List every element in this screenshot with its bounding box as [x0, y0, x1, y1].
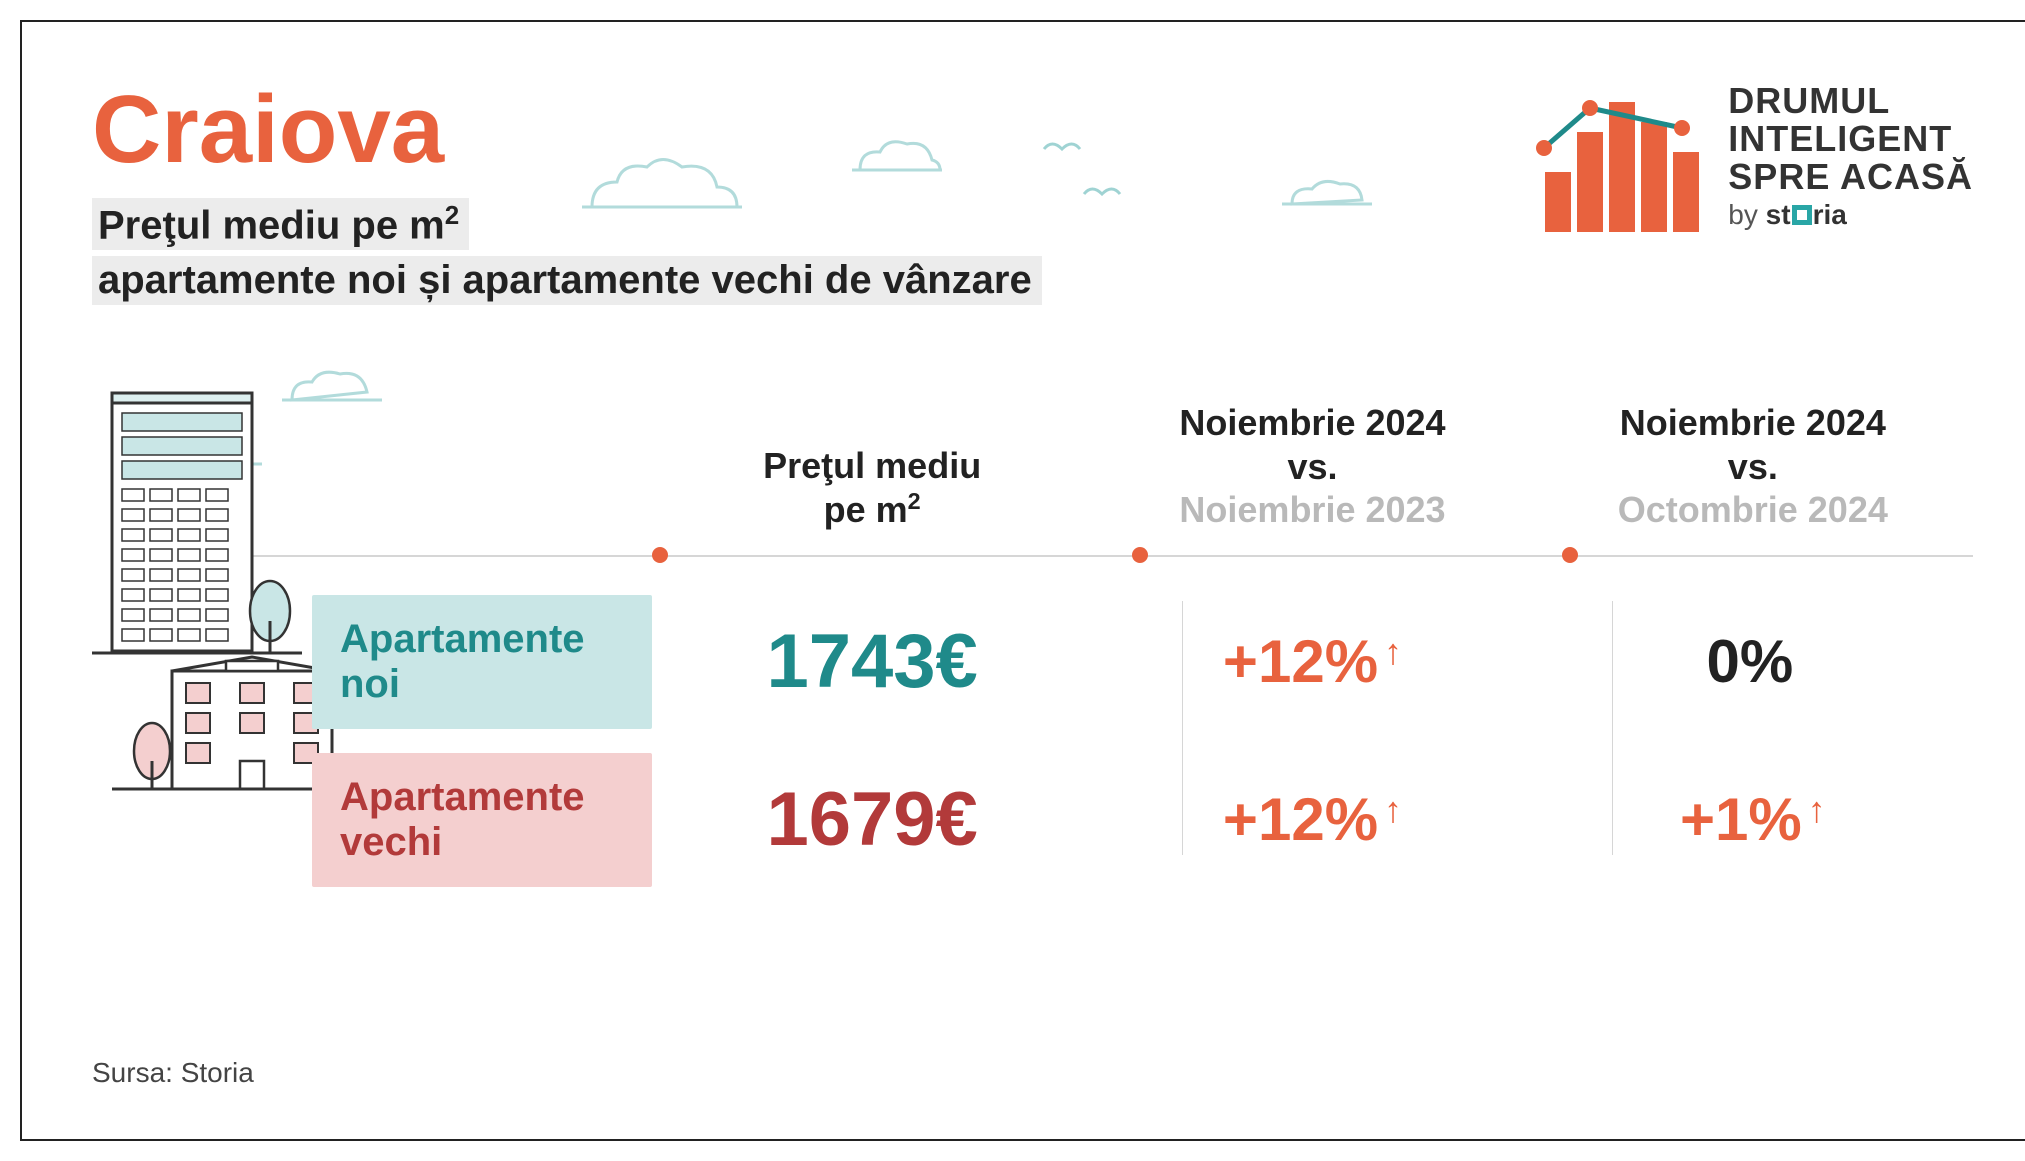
cell-yoy-old: +12%↑ [1092, 785, 1532, 854]
infographic-frame: Craiova Preţul mediu pe m2 apartamente n… [20, 20, 2025, 1141]
header-rule [172, 555, 1973, 557]
city-title: Craiova [92, 82, 1530, 178]
subtitle: Preţul mediu pe m2 apartamente noi și ap… [92, 198, 1530, 311]
logo-line-3: SPRE ACASĂ [1728, 158, 1973, 196]
header: Craiova Preţul mediu pe m2 apartamente n… [92, 82, 1973, 311]
row-label-wrap: Apartamente vechi [92, 753, 652, 887]
rule-dot [1132, 547, 1148, 563]
cell-yoy-new: +12%↑ [1092, 627, 1532, 696]
cell-price-old: 1679€ [652, 776, 1092, 863]
cell-mom-old: +1%↑ [1533, 785, 1973, 854]
subtitle-line-2: apartamente noi și apartamente vechi de … [92, 256, 1042, 305]
col-mom-bot: Octombrie 2024 [1618, 489, 1888, 530]
rule-dot [652, 547, 668, 563]
logo-by-prefix: by [1728, 199, 1765, 230]
logo-text: DRUMUL INTELIGENT SPRE ACASĂ by stria [1728, 82, 1973, 231]
table-rows: Apartamente noi 1743€ +12%↑ 0% Apartamen… [92, 597, 1973, 885]
yoy-new-value: +12% [1223, 628, 1378, 695]
column-divider [1612, 601, 1613, 855]
column-divider [1182, 601, 1183, 855]
col-yoy-top: Noiembrie 2024 [1179, 402, 1445, 443]
brand-pre: st [1766, 199, 1791, 230]
col-mom-mid: vs. [1728, 446, 1778, 487]
brand-name: stria [1766, 199, 1847, 230]
column-header-price: Preţul mediupe m2 [652, 444, 1092, 531]
cloud-icon [582, 152, 742, 222]
bird-icon [1042, 137, 1082, 157]
source-attribution: Sursa: Storia [92, 1057, 254, 1089]
arrow-up-icon: ↑ [1384, 631, 1402, 672]
subtitle-line-1: Preţul mediu pe m2 [92, 198, 469, 250]
mom-old-value: +1% [1680, 786, 1802, 853]
logo-line-1: DRUMUL [1728, 82, 1973, 120]
logo-chart-icon [1530, 82, 1710, 242]
logo-block: DRUMUL INTELIGENT SPRE ACASĂ by stria [1530, 82, 1973, 242]
col-yoy-bot: Noiembrie 2023 [1179, 489, 1445, 530]
logo-byline: by stria [1728, 199, 1973, 231]
arrow-up-icon: ↑ [1384, 789, 1402, 830]
column-header-yoy: Noiembrie 2024 vs. Noiembrie 2023 [1092, 401, 1532, 531]
arrow-up-icon: ↑ [1808, 789, 1826, 830]
rule-dot [1562, 547, 1578, 563]
cloud-icon [1282, 172, 1372, 212]
mom-new-value: 0% [1706, 628, 1793, 695]
cell-mom-new: 0% [1533, 627, 1973, 696]
table-row-old: Apartamente vechi 1679€ +12%↑ +1%↑ [92, 755, 1973, 885]
row-label-new: Apartamente noi [312, 595, 652, 729]
logo-line-2: INTELIGENT [1728, 120, 1973, 158]
table-row-new: Apartamente noi 1743€ +12%↑ 0% [92, 597, 1973, 727]
col-yoy-mid: vs. [1287, 446, 1337, 487]
cloud-icon [852, 132, 942, 177]
brand-post: ria [1813, 199, 1847, 230]
col-mom-top: Noiembrie 2024 [1620, 402, 1886, 443]
yoy-old-value: +12% [1223, 786, 1378, 853]
column-header-mom: Noiembrie 2024 vs. Octombrie 2024 [1533, 401, 1973, 531]
row-label-wrap: Apartamente noi [92, 595, 652, 729]
row-label-old: Apartamente vechi [312, 753, 652, 887]
bird-icon [1082, 182, 1122, 202]
comparison-table: Preţul mediupe m2 Noiembrie 2024 vs. Noi… [92, 401, 1973, 885]
cell-price-new: 1743€ [652, 618, 1092, 705]
brand-o-icon [1792, 205, 1812, 225]
